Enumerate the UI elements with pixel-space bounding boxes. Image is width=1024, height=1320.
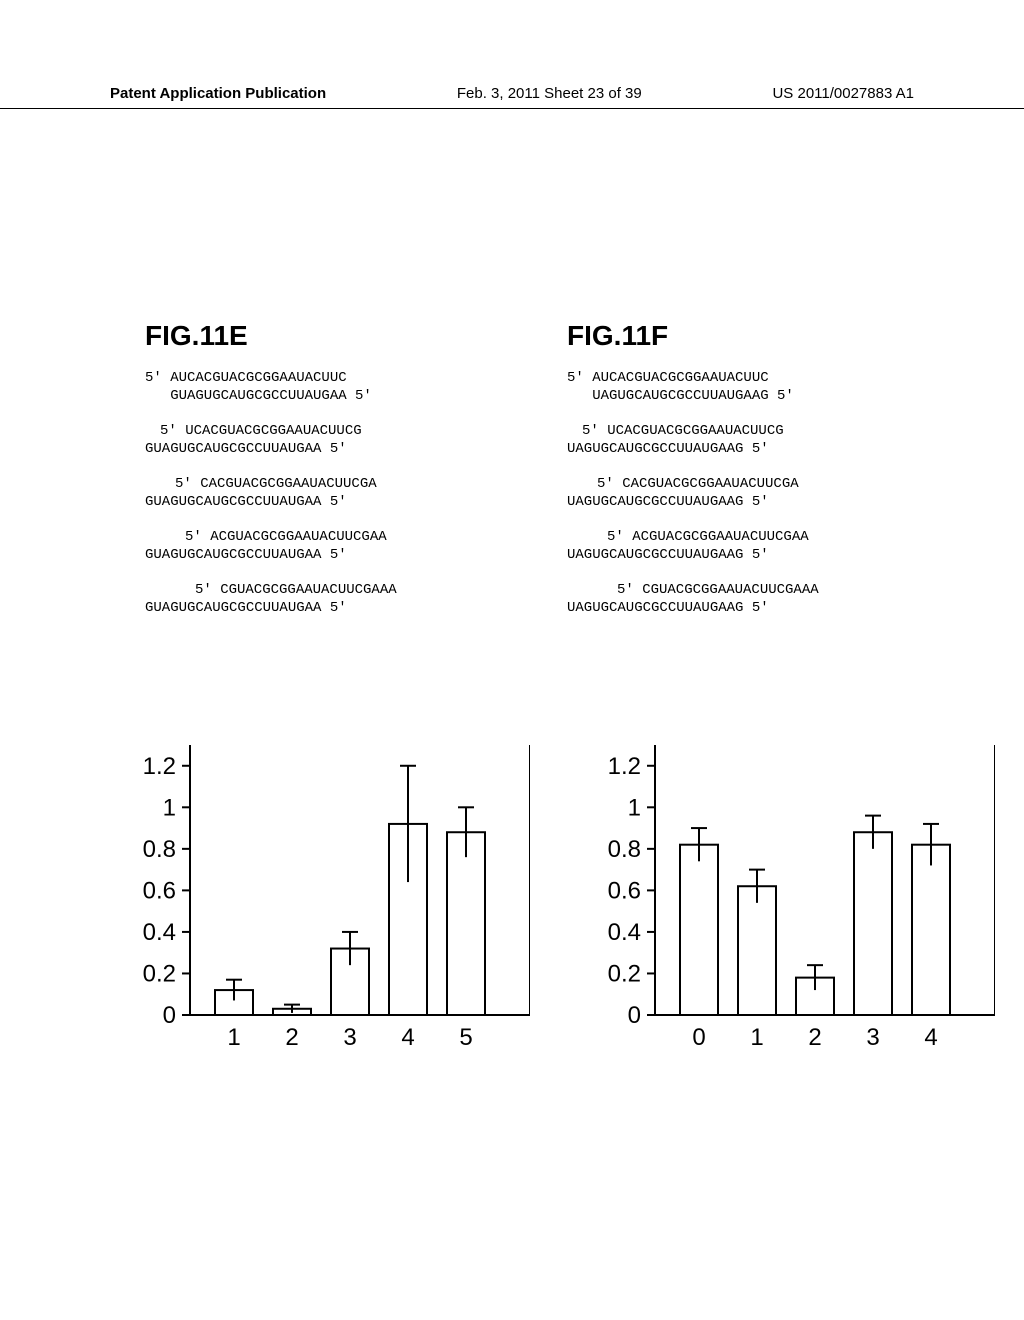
header-publication: Patent Application Publication [110, 85, 326, 102]
bar [680, 845, 718, 1015]
sequence-sense: 5' AUCACGUACGCGGAAUACUUC [567, 370, 939, 388]
chart-11e-svg: 0 0.2 0.4 0.6 0.8 1 1.2 1 2 3 4 5 [120, 740, 530, 1060]
svg-text:1.2: 1.2 [608, 753, 641, 780]
sequence-sense: 5' CGUACGCGGAAUACUUCGAAA [145, 582, 517, 600]
svg-text:4: 4 [924, 1024, 937, 1051]
figure-11f: FIG.11F 5' AUCACGUACGCGGAAUACUUC UAGUGCA… [567, 320, 939, 635]
sequence-sense: 5' CACGUACGCGGAAUACUUCGA [145, 476, 517, 494]
svg-text:0: 0 [692, 1024, 705, 1051]
sequence-antisense: GUAGUGCAUGCGCCUUAUGAA 5' [145, 441, 517, 459]
sequence-antisense: GUAGUGCAUGCGCCUUAUGAA 5' [145, 388, 517, 406]
svg-text:0.6: 0.6 [143, 877, 176, 904]
svg-text:1.2: 1.2 [143, 753, 176, 780]
sequence-antisense: UAGUGCAUGCGCCUUAUGAAG 5' [567, 441, 939, 459]
sequence-antisense: GUAGUGCAUGCGCCUUAUGAA 5' [145, 600, 517, 618]
sequence-antisense: UAGUGCAUGCGCCUUAUGAAG 5' [567, 547, 939, 565]
figures-row: FIG.11E 5' AUCACGUACGCGGAAUACUUC GUAGUGC… [145, 320, 939, 635]
chart-11e: 0 0.2 0.4 0.6 0.8 1 1.2 1 2 3 4 5 [120, 740, 530, 1060]
svg-text:0: 0 [628, 1002, 641, 1029]
sequence-sense: 5' AUCACGUACGCGGAAUACUUC [145, 370, 517, 388]
svg-text:4: 4 [401, 1024, 414, 1051]
header-date-sheet: Feb. 3, 2011 Sheet 23 of 39 [457, 85, 642, 102]
sequence-sense: 5' CGUACGCGGAAUACUUCGAAA [567, 582, 939, 600]
sequence-pair: 5' AUCACGUACGCGGAAUACUUC GUAGUGCAUGCGCCU… [145, 370, 517, 405]
svg-text:1: 1 [750, 1024, 763, 1051]
bar [447, 832, 485, 1015]
svg-text:0.8: 0.8 [143, 836, 176, 863]
sequence-pair: 5' UCACGUACGCGGAAUACUUCGGUAGUGCAUGCGCCUU… [145, 423, 517, 458]
figure-11e: FIG.11E 5' AUCACGUACGCGGAAUACUUC GUAGUGC… [145, 320, 517, 635]
chart-11f: 0 0.2 0.4 0.6 0.8 1 1.2 0 1 2 3 4 [585, 740, 995, 1060]
sequence-pair: 5' CACGUACGCGGAAUACUUCGAGUAGUGCAUGCGCCUU… [145, 476, 517, 511]
sequence-sense: 5' UCACGUACGCGGAAUACUUCG [145, 423, 517, 441]
sequence-antisense: GUAGUGCAUGCGCCUUAUGAA 5' [145, 547, 517, 565]
svg-text:5: 5 [459, 1024, 472, 1051]
sequence-pair: 5' UCACGUACGCGGAAUACUUCGUAGUGCAUGCGCCUUA… [567, 423, 939, 458]
bar [854, 832, 892, 1015]
fig-11e-sequences: 5' AUCACGUACGCGGAAUACUUC GUAGUGCAUGCGCCU… [145, 370, 517, 617]
sequence-sense: 5' ACGUACGCGGAAUACUUCGAA [145, 529, 517, 547]
svg-text:0.2: 0.2 [143, 960, 176, 987]
sequence-pair: 5' CGUACGCGGAAUACUUCGAAAUAGUGCAUGCGCCUUA… [567, 582, 939, 617]
bar [738, 886, 776, 1015]
sequence-sense: 5' UCACGUACGCGGAAUACUUCG [567, 423, 939, 441]
svg-text:0.8: 0.8 [608, 836, 641, 863]
bar [912, 845, 950, 1015]
header-doc-number: US 2011/0027883 A1 [772, 85, 914, 102]
sequence-antisense: GUAGUGCAUGCGCCUUAUGAA 5' [145, 494, 517, 512]
sequence-pair: 5' CGUACGCGGAAUACUUCGAAAGUAGUGCAUGCGCCUU… [145, 582, 517, 617]
fig-11f-sequences: 5' AUCACGUACGCGGAAUACUUC UAGUGCAUGCGCCUU… [567, 370, 939, 617]
chart-11f-svg: 0 0.2 0.4 0.6 0.8 1 1.2 0 1 2 3 4 [585, 740, 995, 1060]
sequence-pair: 5' AUCACGUACGCGGAAUACUUC UAGUGCAUGCGCCUU… [567, 370, 939, 405]
svg-text:0.6: 0.6 [608, 877, 641, 904]
charts-row: 0 0.2 0.4 0.6 0.8 1 1.2 1 2 3 4 5 0 0.2 0.4 0.6 0.8 1 1.2… [120, 740, 954, 1060]
svg-text:0.2: 0.2 [608, 960, 641, 987]
svg-text:0: 0 [163, 1002, 176, 1029]
sequence-pair: 5' ACGUACGCGGAAUACUUCGAAUAGUGCAUGCGCCUUA… [567, 529, 939, 564]
page-header: Patent Application Publication Feb. 3, 2… [0, 85, 1024, 109]
svg-text:2: 2 [808, 1024, 821, 1051]
sequence-sense: 5' ACGUACGCGGAAUACUUCGAA [567, 529, 939, 547]
svg-text:0.4: 0.4 [608, 919, 641, 946]
fig-11f-title: FIG.11F [567, 320, 939, 352]
sequence-antisense: UAGUGCAUGCGCCUUAUGAAG 5' [567, 494, 939, 512]
sequence-antisense: UAGUGCAUGCGCCUUAUGAAG 5' [567, 600, 939, 618]
svg-text:1: 1 [163, 794, 176, 821]
sequence-pair: 5' ACGUACGCGGAAUACUUCGAAGUAGUGCAUGCGCCUU… [145, 529, 517, 564]
sequence-pair: 5' CACGUACGCGGAAUACUUCGAUAGUGCAUGCGCCUUA… [567, 476, 939, 511]
svg-text:3: 3 [343, 1024, 356, 1051]
sequence-antisense: UAGUGCAUGCGCCUUAUGAAG 5' [567, 388, 939, 406]
sequence-sense: 5' CACGUACGCGGAAUACUUCGA [567, 476, 939, 494]
svg-text:2: 2 [285, 1024, 298, 1051]
svg-text:0.4: 0.4 [143, 919, 176, 946]
fig-11e-title: FIG.11E [145, 320, 517, 352]
svg-text:1: 1 [227, 1024, 240, 1051]
svg-text:1: 1 [628, 794, 641, 821]
svg-text:3: 3 [866, 1024, 879, 1051]
